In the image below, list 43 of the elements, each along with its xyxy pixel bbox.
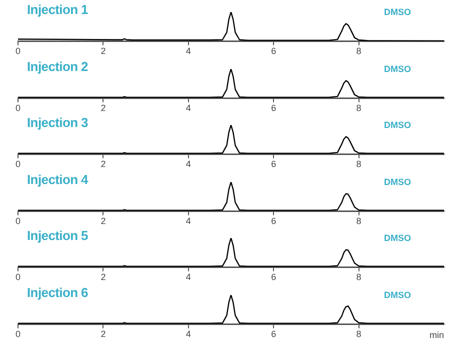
x-tick-label: 6 (271, 159, 276, 170)
annotation: DMSO (384, 120, 411, 130)
x-tick-label: 0 (15, 102, 21, 113)
x-tick-label: 6 (271, 216, 276, 226)
x-tick-label: 4 (186, 216, 191, 226)
x-axis-title: min (429, 330, 444, 340)
chart-title: Injection 2 (27, 58, 88, 74)
x-tick-label: 8 (356, 329, 362, 340)
x-tick-label: 2 (100, 329, 106, 340)
x-tick-label: 8 (356, 216, 362, 226)
x-tick-label: 0 (15, 159, 21, 170)
x-tick-label: 6 (271, 272, 276, 282)
annotation: DMSO (384, 64, 411, 74)
x-tick-label: 6 (271, 329, 276, 340)
x-tick-label: 6 (271, 102, 276, 113)
x-tick-label: 2 (100, 159, 106, 170)
annotation: DMSO (384, 233, 411, 244)
annotation: DMSO (384, 7, 411, 17)
x-tick-label: 0 (15, 272, 21, 282)
x-tick-label: 0 (15, 216, 21, 226)
x-tick-label: 2 (100, 216, 106, 226)
chart-title: Injection 5 (27, 228, 88, 244)
x-tick-label: 2 (100, 272, 106, 282)
x-tick-label: 0 (15, 329, 21, 340)
x-tick-label: 4 (186, 46, 191, 56)
annotation: DMSO (384, 176, 411, 187)
chart-title: Injection 3 (27, 115, 88, 130)
x-tick-label: 4 (186, 159, 191, 170)
x-tick-label: 4 (186, 272, 191, 282)
x-tick-label: 8 (356, 102, 362, 113)
x-tick-label: 6 (271, 46, 276, 56)
x-tick-label: 2 (100, 46, 106, 56)
x-tick-label: 8 (356, 272, 362, 282)
chart-title: Injection 6 (27, 285, 88, 300)
x-tick-label: 2 (100, 102, 106, 113)
x-tick-label: 0 (15, 46, 21, 56)
chart-title: Injection 1 (27, 2, 88, 17)
x-tick-label: 8 (356, 159, 362, 170)
x-tick-label: 8 (356, 46, 362, 56)
annotation: DMSO (384, 290, 411, 300)
chart-title: Injection 4 (27, 172, 88, 187)
x-tick-label: 4 (186, 329, 191, 340)
x-tick-label: 4 (186, 102, 191, 113)
